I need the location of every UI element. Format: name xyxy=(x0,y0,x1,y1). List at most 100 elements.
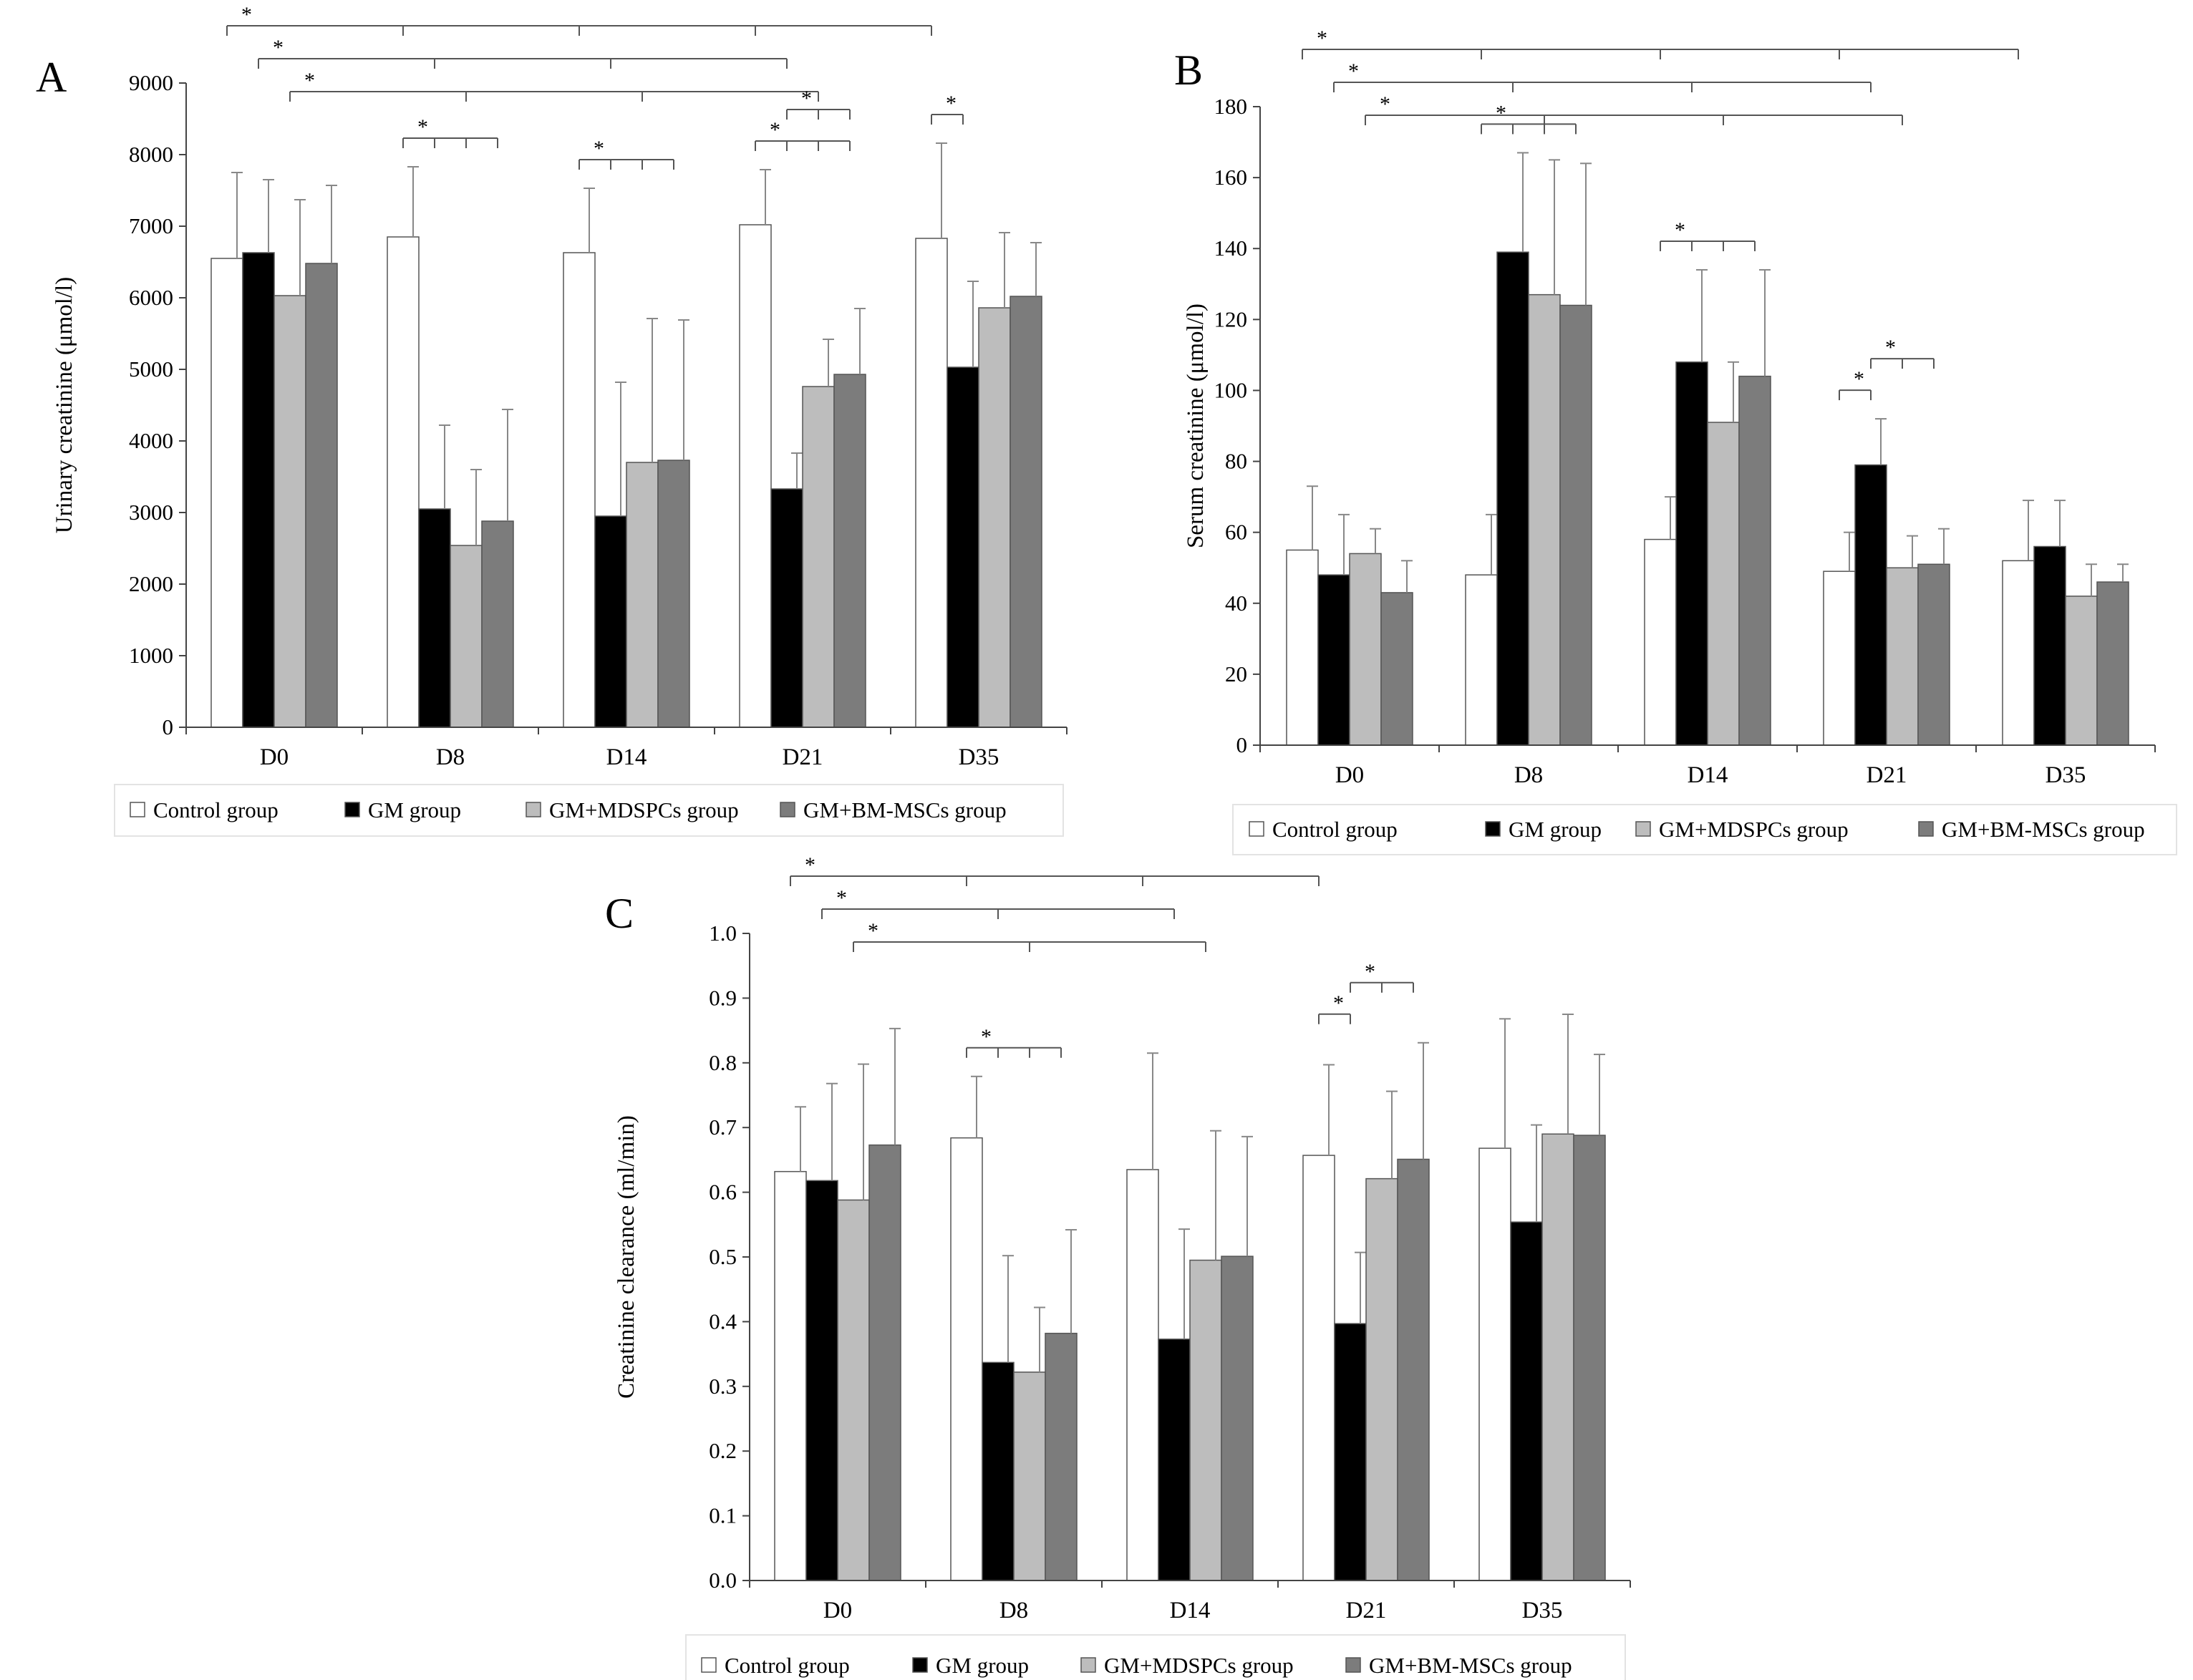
y-axis-label: Serum creatinine (μmol/l) xyxy=(1183,304,1209,548)
significance-star: * xyxy=(770,118,780,142)
significance-star: * xyxy=(594,137,604,160)
bar xyxy=(1126,1169,1159,1581)
significance-star: * xyxy=(304,69,315,92)
y-tick-label: 0.9 xyxy=(709,985,737,1010)
y-tick-label: 5000 xyxy=(129,356,173,382)
bar xyxy=(1010,296,1042,728)
bar xyxy=(1478,1147,1511,1581)
significance-star: * xyxy=(1365,960,1375,984)
bar xyxy=(1013,1371,1046,1581)
bar xyxy=(1510,1221,1543,1581)
legend-swatch xyxy=(526,802,541,817)
significance-bracket: * xyxy=(226,3,932,36)
legend-label: Control group xyxy=(153,797,279,822)
y-tick-label: 0.4 xyxy=(709,1308,737,1334)
legend-label: GM group xyxy=(936,1653,1029,1678)
legend-swatch xyxy=(1249,821,1264,837)
x-tick-label: D8 xyxy=(436,744,465,770)
y-tick-label: 3000 xyxy=(129,500,173,525)
y-tick-label: 20 xyxy=(1225,661,1247,686)
bar xyxy=(2002,560,2035,746)
x-tick-label: D35 xyxy=(1522,1598,1563,1623)
bar xyxy=(1496,251,1529,746)
y-tick-label: 6000 xyxy=(129,285,173,310)
legend: Control group GM group GM+MDSPCs group GM+B… xyxy=(685,1634,1626,1680)
legend-label: GM+MDSPCs group xyxy=(1659,817,1849,842)
y-tick-label: 0 xyxy=(163,714,174,739)
y-tick-label: 0.5 xyxy=(709,1244,737,1269)
y-tick-label: 0.0 xyxy=(709,1568,737,1593)
y-tick-label: 7000 xyxy=(129,213,173,238)
bar xyxy=(210,258,243,728)
legend-label: GM+BM-MSCs group xyxy=(1942,817,2145,842)
x-tick-label: D14 xyxy=(606,744,647,770)
bar xyxy=(387,236,420,728)
bar xyxy=(802,386,835,728)
y-tick-label: 8000 xyxy=(129,142,173,167)
significance-star: * xyxy=(1348,59,1359,83)
chart-panel-c: C 0.0 0.1 0.2 0.3 0.4 0.5 0.6 0.7 0.8 0.9 1.0 Creati… xyxy=(605,853,1631,1680)
x-tick-label: D21 xyxy=(783,744,823,770)
significance-star: * xyxy=(1675,218,1685,242)
y-tick-label: 100 xyxy=(1214,377,1248,402)
bar xyxy=(1465,574,1498,746)
legend-box xyxy=(685,1634,1626,1680)
legend-label: GM group xyxy=(1509,817,1602,842)
x-tick-label: D35 xyxy=(959,744,999,770)
significance-star: * xyxy=(1496,101,1506,125)
significance-bracket: * xyxy=(966,1025,1062,1058)
y-tick-label: 80 xyxy=(1225,449,1247,474)
bar xyxy=(1221,1256,1254,1581)
significance-star: * xyxy=(981,1025,992,1049)
significance-star: * xyxy=(1380,92,1390,116)
legend-label: GM+MDSPCs group xyxy=(549,797,739,822)
significance-bracket: * xyxy=(790,853,1320,886)
legend: Control group GM group GM+MDSPCs group GM+B… xyxy=(114,784,1064,837)
significance-star: * xyxy=(1317,26,1327,50)
legend-label: GM group xyxy=(368,797,461,822)
legend-swatch xyxy=(1918,821,1934,837)
significance-bracket: * xyxy=(258,36,788,69)
significance-bracket: * xyxy=(1481,101,1577,135)
significance-bracket: * xyxy=(1839,367,1872,401)
bar xyxy=(833,374,866,728)
significance-star: * xyxy=(805,853,815,877)
bar xyxy=(770,488,803,728)
bar xyxy=(2065,596,2098,746)
legend-swatch xyxy=(701,1657,717,1673)
legend-label: Control group xyxy=(1272,817,1398,842)
significance-bracket: * xyxy=(578,137,674,170)
legend-label: GM+MDSPCs group xyxy=(1104,1653,1294,1678)
legend-box xyxy=(114,784,1064,837)
bar xyxy=(2033,545,2066,746)
x-tick-label: D0 xyxy=(1335,762,1364,788)
y-tick-label: 160 xyxy=(1214,165,1248,190)
significance-bracket: * xyxy=(786,87,851,120)
x-tick-label: D0 xyxy=(823,1598,852,1623)
significance-star: * xyxy=(1333,991,1344,1015)
legend-label: GM+BM-MSCs group xyxy=(803,797,1007,822)
x-tick-label: D35 xyxy=(2046,762,2086,788)
bar xyxy=(657,460,690,728)
x-tick-label: D14 xyxy=(1170,1598,1211,1623)
bar xyxy=(978,307,1011,728)
bar xyxy=(1302,1155,1335,1581)
bar xyxy=(915,238,948,728)
bar xyxy=(982,1361,1015,1581)
significance-star: * xyxy=(801,87,812,110)
significance-bracket: * xyxy=(1365,92,1903,125)
bar xyxy=(242,252,275,728)
bar xyxy=(1573,1135,1606,1581)
bar xyxy=(450,545,483,728)
bar xyxy=(563,252,596,728)
bar xyxy=(1541,1133,1574,1581)
bar xyxy=(805,1180,838,1581)
bar xyxy=(1286,549,1319,746)
y-axis-label: Urinary creatinine (μmol/l) xyxy=(52,277,77,534)
significance-bracket: * xyxy=(821,886,1175,919)
panel-letter: B xyxy=(1174,47,1203,94)
significance-bracket: * xyxy=(1302,26,2019,59)
x-tick-label: D21 xyxy=(1867,762,1907,788)
y-axis-label: Creatinine clearance (ml/min) xyxy=(614,1115,639,1399)
